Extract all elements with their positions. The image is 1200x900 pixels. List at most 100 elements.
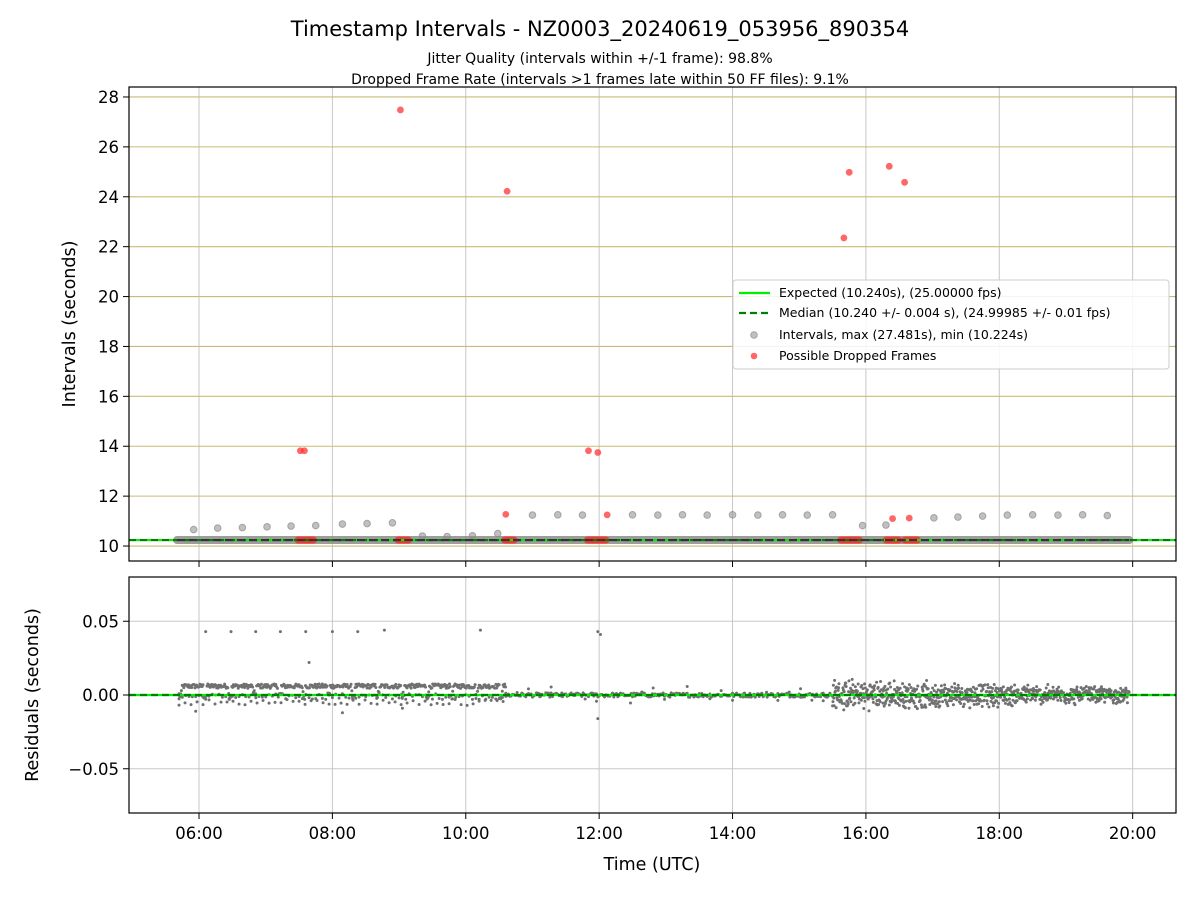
interval-point	[1054, 511, 1062, 519]
residual-point	[776, 698, 780, 702]
residual-point	[883, 684, 887, 688]
dropped-frame-point	[585, 447, 592, 455]
residual-point	[923, 703, 927, 707]
x-tick-label: 18:00	[975, 824, 1023, 843]
residual-point	[383, 685, 387, 689]
residual-point	[1097, 699, 1101, 703]
residual-point	[973, 691, 977, 695]
residual-point	[1117, 690, 1121, 694]
residual-point	[300, 697, 304, 701]
residual-point	[417, 703, 421, 707]
residual-point	[1024, 689, 1028, 693]
residual-point	[1039, 702, 1043, 706]
interval-point	[1028, 511, 1037, 519]
residual-point	[640, 690, 644, 694]
residual-point	[1022, 685, 1026, 689]
residual-point	[861, 687, 865, 691]
residual-point	[948, 688, 952, 692]
residual-point	[382, 628, 386, 632]
residual-point	[526, 687, 530, 691]
residual-point	[987, 705, 991, 709]
residual-point	[1075, 685, 1079, 689]
interval-point	[1003, 511, 1012, 519]
residual-point	[320, 696, 324, 700]
interval-point	[554, 511, 562, 519]
residual-point	[204, 630, 208, 634]
residual-point	[437, 696, 441, 700]
residual-point	[980, 705, 984, 709]
residual-point	[979, 699, 983, 703]
residual-point	[549, 685, 553, 689]
residual-point	[1008, 701, 1012, 705]
residual-point	[882, 704, 886, 708]
residual-point	[765, 690, 769, 694]
residual-point	[497, 697, 501, 701]
residual-point	[834, 706, 838, 710]
residual-point	[1125, 701, 1129, 705]
residual-point	[971, 699, 975, 703]
residual-point	[381, 698, 385, 702]
residual-point	[933, 702, 937, 706]
residual-point	[356, 630, 360, 634]
residual-point	[254, 696, 258, 700]
residual-point	[914, 705, 918, 709]
residual-point	[1034, 695, 1038, 699]
residual-point	[348, 685, 352, 689]
residual-point	[1038, 688, 1042, 692]
residual-point	[183, 701, 187, 705]
residual-point	[294, 696, 298, 700]
residual-point	[833, 678, 837, 682]
residual-point	[279, 701, 283, 705]
residual-point	[445, 683, 449, 687]
residual-point	[400, 706, 404, 710]
residual-point	[350, 689, 354, 693]
residual-point	[947, 699, 951, 703]
residual-point	[997, 701, 1001, 705]
residual-point	[862, 707, 866, 711]
residual-point	[1099, 685, 1103, 689]
residual-point	[220, 695, 224, 699]
residual-point	[860, 683, 864, 687]
interval-point	[778, 511, 787, 519]
residual-point	[278, 630, 282, 634]
top-y-tick-label: 10	[98, 537, 119, 556]
interval-point	[930, 514, 938, 522]
residual-point	[596, 630, 600, 634]
residual-point	[307, 686, 311, 690]
residual-point	[813, 695, 817, 699]
legend-box	[732, 279, 1170, 370]
top-y-tick-label: 26	[98, 138, 119, 157]
residual-point	[369, 701, 373, 705]
residual-point	[503, 682, 507, 686]
residual-point	[844, 684, 848, 688]
residual-point	[1007, 697, 1011, 701]
residual-point	[928, 702, 932, 706]
residual-point	[849, 700, 853, 704]
residual-point	[231, 699, 235, 703]
residual-point	[951, 703, 955, 707]
residual-point	[415, 682, 419, 686]
residual-point	[886, 687, 890, 691]
residual-point	[1067, 701, 1071, 705]
residual-point	[1064, 701, 1068, 705]
residual-point	[225, 700, 229, 704]
residual-point	[457, 683, 461, 687]
residual-point	[229, 630, 233, 634]
residual-point	[223, 682, 227, 686]
residual-point	[1046, 683, 1050, 687]
interval-point	[828, 511, 837, 519]
residual-point	[404, 697, 408, 701]
residual-point	[330, 696, 334, 700]
residual-point	[1010, 704, 1014, 708]
residual-point	[741, 695, 745, 699]
residual-point	[1103, 696, 1107, 700]
residual-point	[1024, 700, 1028, 704]
residual-point	[995, 699, 999, 703]
residual-point	[350, 695, 354, 699]
residual-point	[1059, 689, 1063, 693]
dropped-frame-point	[901, 178, 908, 186]
residual-point	[983, 683, 987, 687]
residual-point	[1093, 685, 1097, 689]
residual-point	[632, 691, 636, 695]
